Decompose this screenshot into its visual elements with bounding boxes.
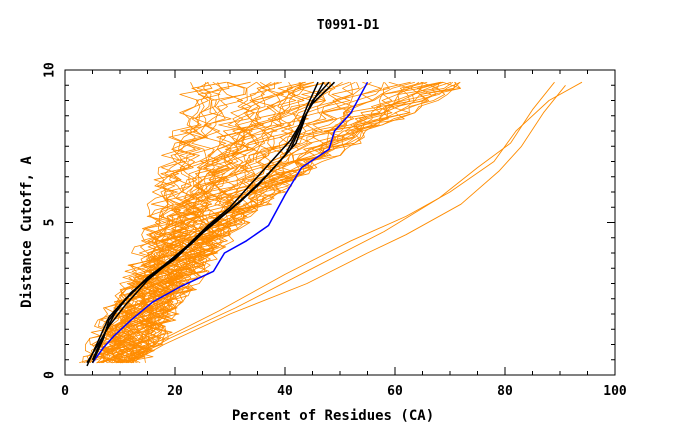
x-axis: 0 20 40 60 80 100 (61, 70, 627, 399)
model-curve (115, 81, 343, 364)
model-curve-outlier (125, 81, 583, 364)
model-curve (128, 81, 461, 364)
reference-curve (86, 81, 319, 364)
y-tick-label: 10 (43, 62, 58, 78)
model-curve (120, 81, 461, 364)
model-curve (123, 81, 439, 364)
model-curve (101, 81, 284, 364)
highlight-curve (91, 81, 369, 364)
model-curve (110, 81, 305, 364)
model-curve-outlier (130, 85, 566, 364)
x-tick-label: 60 (387, 384, 403, 399)
model-curve (128, 81, 461, 364)
model-curve (101, 81, 251, 364)
model-curve (103, 81, 331, 364)
model-curve (96, 81, 314, 364)
plot-area (79, 81, 583, 367)
model-curve (101, 82, 276, 363)
reference-curve (91, 81, 336, 364)
model-curve (87, 81, 213, 364)
model-curve (126, 81, 454, 364)
x-tick-label: 0 (61, 384, 69, 399)
y-axis: 0 5 10 (43, 62, 615, 379)
model-curve (97, 82, 302, 364)
y-tick-label: 5 (43, 219, 58, 227)
y-axis-title: Distance Cutoff, A (19, 156, 35, 308)
x-tick-label: 80 (497, 384, 513, 399)
model-curve (83, 81, 247, 364)
x-tick-label: 20 (167, 384, 183, 399)
model-curve (94, 81, 245, 364)
model-curve (94, 81, 226, 364)
model-curve (114, 81, 411, 364)
x-tick-label: 100 (603, 384, 627, 399)
x-tick-label: 40 (277, 384, 293, 399)
x-axis-title: Percent of Residues (CA) (232, 408, 434, 424)
chart-title: T0991-D1 (317, 18, 380, 33)
model-curve-outlier (130, 81, 555, 361)
y-tick-label: 0 (43, 371, 58, 379)
